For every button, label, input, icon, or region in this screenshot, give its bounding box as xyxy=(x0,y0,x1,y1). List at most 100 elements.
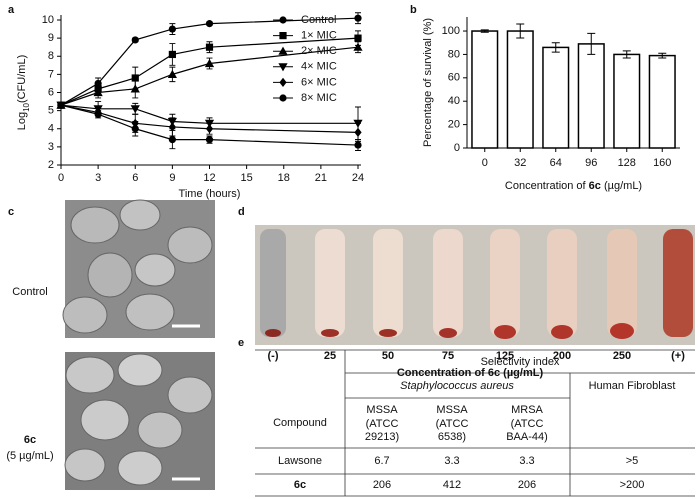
marker xyxy=(131,125,139,133)
bar xyxy=(506,30,534,149)
series-line xyxy=(60,104,359,146)
marker xyxy=(131,36,139,44)
table-rules xyxy=(255,349,695,497)
strain-header: 6538) xyxy=(438,431,466,443)
micrograph-note: (5 µg/mL) xyxy=(6,450,53,462)
table-cell: 206 xyxy=(373,479,391,491)
y-tick-label: 0 xyxy=(454,142,460,154)
y-tick-label: 4 xyxy=(48,123,54,135)
tube-label: 125 xyxy=(496,350,514,362)
marker xyxy=(168,122,176,132)
micrograph-control xyxy=(62,199,215,338)
x-tick-label: 12 xyxy=(203,172,215,184)
x-tick-label: 21 xyxy=(315,172,327,184)
table-cell: >5 xyxy=(626,455,639,467)
strain-header: MRSA xyxy=(511,404,543,416)
x-tick-label: 0 xyxy=(482,157,488,169)
marker xyxy=(168,50,176,59)
x-tick-label: 64 xyxy=(550,157,562,169)
marker xyxy=(205,124,214,134)
tube-photo xyxy=(255,225,695,345)
strain-header: MSSA xyxy=(366,404,398,416)
y-axis-label: Log10(CFU/mL) xyxy=(16,55,31,131)
x-tick-label: 18 xyxy=(278,172,290,184)
legend-label: 8× MIC xyxy=(301,92,337,104)
table-cell: 206 xyxy=(518,479,536,491)
x-tick-label: 160 xyxy=(653,157,671,169)
x-tick-label: 32 xyxy=(514,157,526,169)
table-cell: 3.3 xyxy=(519,455,534,467)
marker xyxy=(353,42,363,51)
legend-marker xyxy=(278,63,288,72)
y-tick-label: 100 xyxy=(442,25,460,37)
marker xyxy=(354,141,362,149)
panel-label: c xyxy=(8,206,14,218)
x-tick-label: 15 xyxy=(241,172,253,184)
y-tick-label: 10 xyxy=(42,14,54,26)
error-bar xyxy=(658,52,667,59)
x-axis-label-part: Concentration of xyxy=(505,180,589,192)
error-bar xyxy=(587,32,596,55)
bar xyxy=(648,54,676,149)
marker xyxy=(168,136,176,144)
table-cell: Lawsone xyxy=(278,455,322,467)
error-bar xyxy=(622,50,631,59)
strain-header: (ATCC xyxy=(436,418,469,430)
tube-label: 50 xyxy=(382,350,394,362)
marker xyxy=(205,43,214,51)
y-tick-label: 60 xyxy=(448,72,460,84)
bar xyxy=(471,30,499,149)
x-tick-label: 96 xyxy=(585,157,597,169)
legend-label: 1× MIC xyxy=(301,30,337,42)
x-axis-label: Concentration of 6c (µg/mL) xyxy=(505,180,642,192)
marker xyxy=(354,127,362,137)
marker xyxy=(354,14,362,22)
bar xyxy=(577,43,605,149)
y-tick-label: 40 xyxy=(448,95,460,107)
error-bar xyxy=(516,23,525,39)
micrograph-treated xyxy=(64,352,215,490)
legend-marker xyxy=(279,32,287,40)
x-axis-label-part: (µg/mL) xyxy=(601,180,642,192)
legend-marker xyxy=(279,16,287,24)
legend-label: 2× MIC xyxy=(301,45,337,57)
bar xyxy=(542,46,570,149)
error-bar xyxy=(480,29,489,33)
table-cell: 412 xyxy=(443,479,461,491)
legend-label: 4× MIC xyxy=(301,61,337,73)
y-tick-label: 20 xyxy=(448,119,460,131)
table-cell: >200 xyxy=(620,479,645,491)
x-tick-label: 6 xyxy=(132,172,138,184)
legend-label: 6× MIC xyxy=(301,76,337,88)
micrograph-label: 6c xyxy=(24,434,36,446)
series-line xyxy=(60,104,358,124)
tube-label: 250 xyxy=(613,350,631,362)
y-tick-label: 2 xyxy=(48,159,54,171)
x-tick-label: 0 xyxy=(58,172,64,184)
photo-axis-label: Concentration of 6c (µg/mL) xyxy=(397,367,544,379)
x-axis-label-part: 6c xyxy=(589,180,601,192)
marker xyxy=(94,110,102,118)
table-cell: 3.3 xyxy=(444,455,459,467)
bar xyxy=(613,53,641,149)
panel-label: b xyxy=(410,4,417,16)
marker xyxy=(205,136,214,144)
strain-header: (ATCC xyxy=(366,418,399,430)
y-axis-label: Percentage of survival (%) xyxy=(422,18,434,147)
micrograph-label: Control xyxy=(12,286,47,298)
tube-label: 75 xyxy=(442,350,454,362)
y-tick-label: 9 xyxy=(48,32,54,44)
strain-header: 29213) xyxy=(365,431,399,443)
y-tick-label: 5 xyxy=(48,105,54,117)
legend-marker xyxy=(278,46,288,55)
x-tick-label: 3 xyxy=(95,172,101,184)
y-tick-label: 7 xyxy=(48,68,54,80)
y-tick-label: 3 xyxy=(48,141,54,153)
marker xyxy=(204,58,215,68)
tube-label: 200 xyxy=(553,350,571,362)
series-line xyxy=(60,46,359,106)
table-header: Compound xyxy=(273,417,327,429)
axes xyxy=(466,17,680,149)
error-bar xyxy=(551,42,560,53)
